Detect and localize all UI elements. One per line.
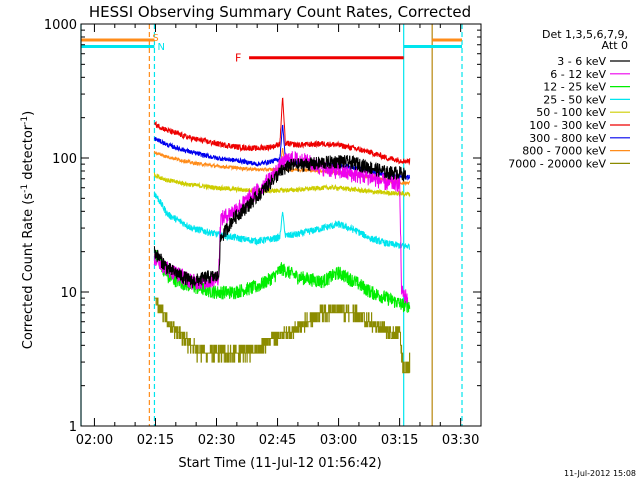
x-tick-label: 03:00	[320, 433, 357, 448]
axis-ticks: 02:00 02:15 02:30 02:45 03:00 03:15 03:30 1 10 10…	[44, 18, 482, 448]
legend-entry-label: 25 - 50 keV	[543, 93, 606, 106]
plot-area: SN F	[80, 24, 463, 426]
y-axis-label: Corrected Count Rate (s-1 detector-1)	[20, 111, 36, 349]
legend-entry-label: 3 - 6 keV	[557, 55, 606, 68]
series-line-50-100-kev	[153, 172, 411, 198]
legend-title-line: Att 0	[602, 39, 628, 52]
x-tick-label: 03:15	[381, 433, 418, 448]
x-tick-label: 02:30	[198, 433, 235, 448]
legend-entry-label: 100 - 300 keV	[529, 119, 606, 132]
marker-label-n: N	[157, 42, 164, 53]
series-line-7000-20000-kev	[154, 297, 411, 374]
legend-entry-label: 6 - 12 keV	[550, 68, 606, 81]
y-tick-label: 100	[52, 152, 77, 167]
x-axis-label: Start Time (11-Jul-12 01:56:42)	[178, 456, 381, 471]
series-line-25-50-kev	[153, 191, 411, 250]
x-tick-label: 02:15	[137, 433, 174, 448]
legend-entry-label: 300 - 800 keV	[529, 132, 606, 145]
marker-label-s: S	[152, 33, 158, 44]
series-line-3-6-kev	[153, 154, 407, 289]
y-tick-label: 1	[69, 420, 77, 435]
interval-label-f: F	[235, 52, 241, 65]
legend-entry-label: 7000 - 20000 keV	[508, 157, 606, 170]
chart-title: HESSI Observing Summary Count Rates, Cor…	[89, 3, 471, 21]
x-tick-label: 02:00	[76, 433, 113, 448]
series-line-100-300-kev	[154, 97, 411, 166]
x-tick-label: 03:30	[442, 433, 479, 448]
timestamp-footer: 11-Jul-2012 15:08	[564, 469, 636, 478]
plot-frame	[80, 23, 482, 427]
x-tick-label: 02:45	[259, 433, 296, 448]
legend-entry-label: 800 - 7000 keV	[522, 145, 606, 158]
y-tick-label: 1000	[44, 18, 77, 33]
legend-entry-label: 50 - 100 keV	[536, 106, 606, 119]
legend-title-line: Det 1,3,5,6,7,9,	[542, 28, 628, 41]
legend-entry-label: 12 - 25 keV	[543, 81, 606, 94]
y-tick-label: 10	[60, 286, 77, 301]
